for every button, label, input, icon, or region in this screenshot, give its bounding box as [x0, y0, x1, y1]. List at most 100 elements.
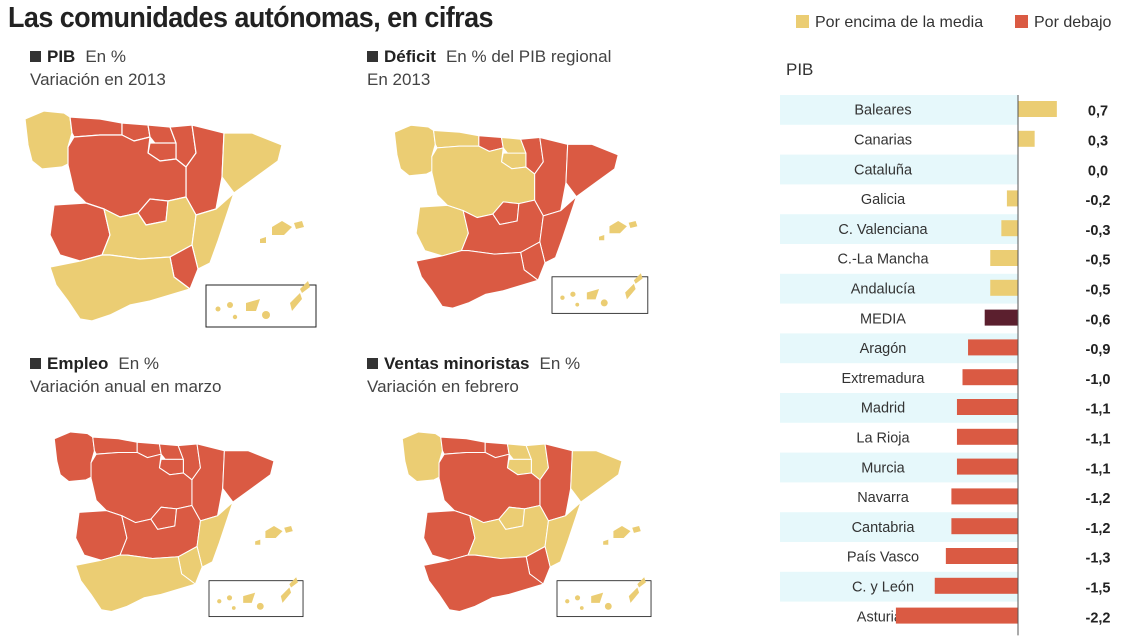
- bar-value-label: -1,0: [1086, 372, 1111, 388]
- legend-above-swatch: [796, 15, 809, 28]
- bar: [968, 339, 1018, 356]
- bar-value-label: -1,2: [1086, 491, 1111, 507]
- panel-pib-header: PIB En % Variación en 2013: [30, 45, 166, 91]
- map-empleo: [53, 431, 304, 618]
- bar: [962, 369, 1018, 386]
- bar-category-label: Murcia: [861, 460, 905, 476]
- bar-category-label: C. y León: [852, 580, 914, 596]
- panel-empleo-header: Empleo En % Variación anual en marzo: [30, 352, 222, 398]
- canarias-inset: [208, 580, 304, 618]
- bar-category-label: Cantabria: [852, 520, 916, 536]
- bar-value-label: -1,1: [1086, 461, 1111, 477]
- row-stripe: [780, 214, 1018, 244]
- region-cataluna: [570, 450, 623, 503]
- panel-ventas-header: Ventas minoristas En % Variación en febre…: [367, 352, 580, 398]
- bar: [951, 488, 1018, 505]
- bar-value-label: -1,3: [1086, 551, 1111, 567]
- legend-below: Por debajo: [1015, 14, 1111, 32]
- canarias-islands: [217, 577, 298, 610]
- bar-value-label: 0,0: [1088, 163, 1108, 179]
- region-asturias: [440, 436, 486, 455]
- bar-category-label: C.-La Mancha: [837, 252, 929, 268]
- panel-ventas-unit: En %: [539, 354, 581, 373]
- panel-deficit-unit: En % del PIB regional: [445, 47, 612, 66]
- region-extremadura: [75, 510, 128, 561]
- region-galicia: [53, 431, 97, 483]
- legend-below-label: Por debajo: [1034, 14, 1112, 31]
- region-galicia: [393, 124, 438, 177]
- bar-value-label: -1,2: [1086, 521, 1111, 537]
- region-cataluna: [222, 450, 275, 503]
- bar-category-label: Galicia: [861, 192, 906, 208]
- bar-category-label: País Vasco: [847, 550, 919, 566]
- region-cataluna: [565, 143, 619, 198]
- baleares-islands: [255, 525, 293, 545]
- baleares-islands: [260, 221, 304, 243]
- region-extremadura: [415, 204, 469, 257]
- bar: [895, 607, 1018, 624]
- bar: [1006, 190, 1018, 207]
- bar-category-label: Extremadura: [841, 371, 925, 387]
- panel-ventas-name: Ventas minoristas: [384, 354, 530, 373]
- bar-value-label: -0,6: [1086, 312, 1111, 328]
- canarias-islands: [560, 273, 643, 307]
- legend-below-swatch: [1015, 15, 1028, 28]
- region-extremadura: [49, 202, 111, 262]
- panel-bullet-icon: [367, 358, 378, 369]
- panel-deficit-header: Déficit En % del PIB regional En 2013: [367, 45, 611, 91]
- canarias-islands: [215, 281, 310, 320]
- bar: [1018, 101, 1057, 117]
- bar-value-label: -2,2: [1086, 610, 1111, 626]
- legend-above-label: Por encima de la media: [815, 14, 984, 31]
- chart-title: PIB: [786, 60, 814, 79]
- bar-category-label: Madrid: [861, 401, 905, 417]
- bar-category-label: La Rioja: [856, 431, 910, 447]
- row-stripe: [780, 95, 1018, 125]
- bar-category-label: Navarra: [857, 490, 910, 506]
- region-asturias: [433, 129, 480, 149]
- bar: [956, 428, 1018, 445]
- region-galicia: [401, 431, 445, 483]
- region-c-valenciana: [539, 196, 577, 264]
- bar: [956, 399, 1018, 415]
- bar: [1018, 130, 1035, 147]
- region-c-valenciana: [544, 501, 582, 568]
- bar-category-label: MEDIA: [860, 311, 906, 327]
- panel-empleo-unit: En %: [118, 354, 160, 373]
- bar-value-label: 0,3: [1088, 134, 1108, 150]
- region-cataluna: [221, 132, 283, 194]
- bar-value-label: -1,1: [1086, 402, 1111, 418]
- row-stripe: [780, 154, 1018, 185]
- bar: [990, 250, 1018, 266]
- page-title: Las comunidades autónomas, en cifras: [8, 2, 494, 34]
- legend-above: Por encima de la media: [796, 14, 983, 32]
- region-andalucia: [415, 250, 539, 309]
- bar: [1001, 220, 1018, 237]
- panel-deficit-name: Déficit: [384, 47, 436, 66]
- bar-value-label: -0,3: [1086, 223, 1111, 239]
- bar-value-label: -0,5: [1086, 253, 1111, 269]
- bar-category-label: Aragón: [860, 341, 907, 357]
- region-c-valenciana: [196, 501, 234, 568]
- region-asturias: [69, 116, 123, 138]
- baleares-islands: [603, 525, 641, 545]
- panel-empleo-name: Empleo: [47, 354, 109, 373]
- bar-value-label: -1,5: [1086, 581, 1111, 597]
- region-c-valenciana: [191, 192, 235, 270]
- region-andalucia: [75, 554, 196, 612]
- region-andalucia: [49, 254, 191, 322]
- bar-value-label: -1,1: [1086, 432, 1111, 448]
- bar-category-label: C. Valenciana: [838, 222, 928, 238]
- bar: [956, 458, 1018, 475]
- bar-value-label: -0,5: [1086, 283, 1111, 299]
- canarias-inset: [556, 580, 652, 618]
- canarias-islands: [565, 577, 646, 610]
- bar: [951, 518, 1018, 535]
- bar: [984, 309, 1018, 326]
- map-ventas: [401, 431, 652, 618]
- panel-empleo-subtitle: Variación anual en marzo: [30, 377, 222, 396]
- panel-deficit-subtitle: En 2013: [367, 70, 431, 89]
- bar-category-label: Cataluña: [854, 162, 913, 178]
- row-stripe: [780, 273, 1018, 304]
- canarias-inset: [551, 276, 649, 314]
